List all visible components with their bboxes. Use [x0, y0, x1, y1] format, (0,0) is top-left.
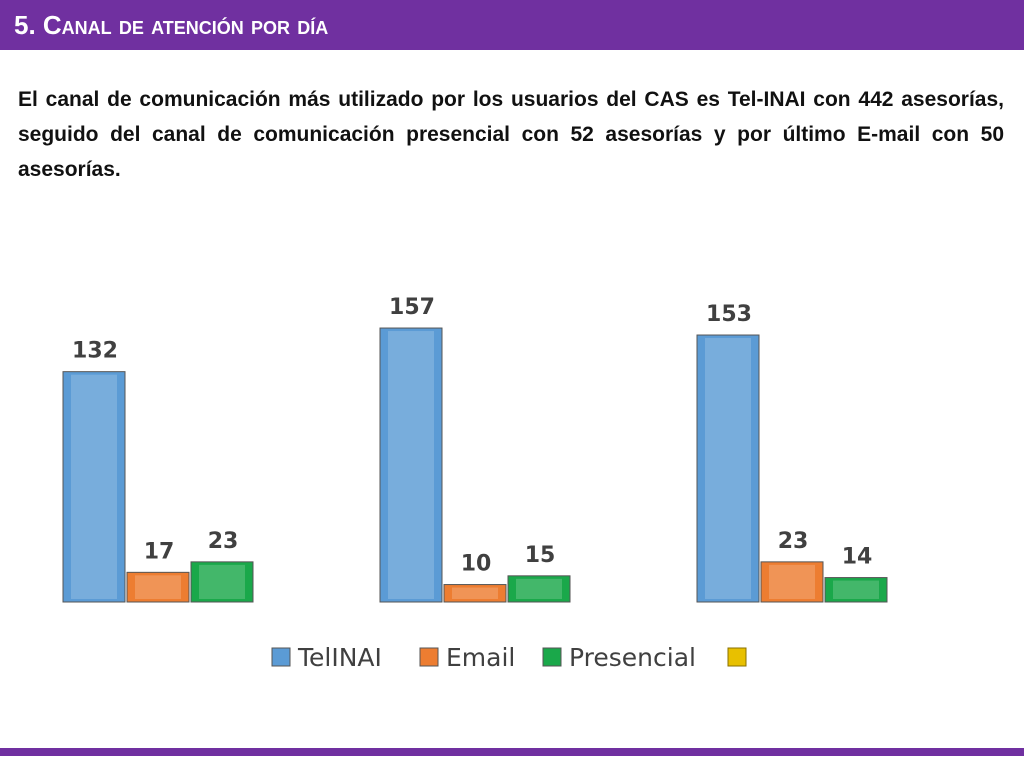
- bar-highlight: [199, 564, 245, 599]
- data-label: 132: [72, 339, 118, 364]
- legend-swatch: [542, 647, 562, 667]
- data-label: 10: [461, 552, 492, 577]
- bar-highlight: [71, 374, 117, 599]
- data-label: 14: [842, 545, 873, 570]
- bar: [379, 327, 443, 603]
- slide-title: 5. Canal de atención por día: [14, 10, 329, 40]
- data-label: 157: [389, 295, 435, 320]
- header-bar: [0, 0, 1024, 50]
- data-label: 153: [706, 302, 752, 327]
- data-label: 23: [208, 529, 239, 554]
- bar-highlight: [452, 587, 498, 599]
- data-label: 23: [778, 529, 809, 554]
- legend-label: Email: [446, 643, 515, 672]
- bar-highlight: [769, 564, 815, 599]
- legend-label: TelINAI: [297, 643, 382, 672]
- bar: [443, 584, 507, 603]
- bar-highlight: [833, 580, 879, 599]
- data-label: 15: [525, 543, 556, 568]
- bar: [696, 334, 760, 603]
- bar: [126, 571, 190, 603]
- data-label: 17: [144, 539, 175, 564]
- bar-highlight: [516, 578, 562, 599]
- bar-highlight: [388, 331, 434, 599]
- footer-bar: [0, 748, 1024, 756]
- legend-swatch: [727, 647, 747, 667]
- bar: [62, 371, 126, 603]
- bar: [507, 575, 571, 603]
- chart: 132 157 153 17 10 23 23 15 14 TelINAI Email Presenc…: [62, 295, 888, 672]
- legend-swatch: [419, 647, 439, 667]
- bar: [190, 561, 254, 603]
- legend-label: Presencial: [569, 643, 696, 672]
- legend-swatch: [271, 647, 291, 667]
- bar-highlight: [705, 338, 751, 599]
- body-text: El canal de comunicación más utilizado p…: [18, 88, 1004, 181]
- bar: [760, 561, 824, 603]
- bar-highlight: [135, 575, 181, 599]
- bar: [824, 577, 888, 603]
